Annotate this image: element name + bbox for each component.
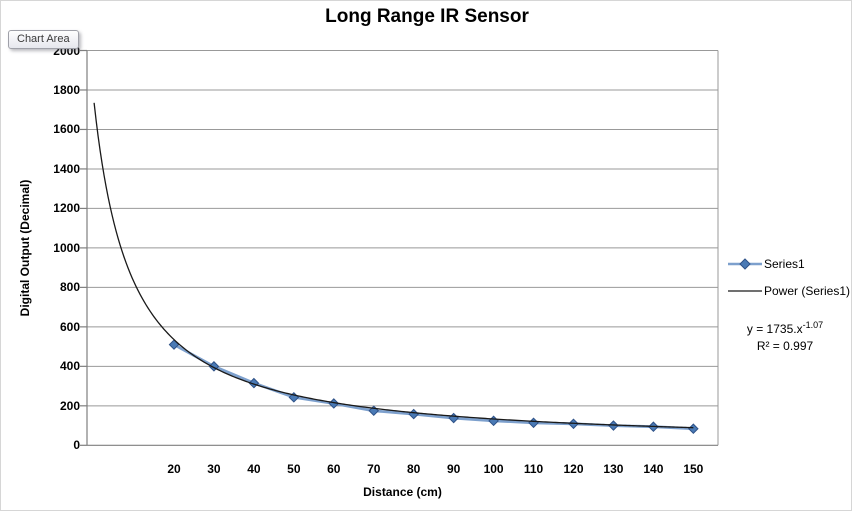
x-axis-title: Distance (cm): [363, 485, 442, 499]
x-tick-label: 30: [207, 462, 221, 476]
trendline-marker-icon: [728, 290, 762, 292]
power-trendline[interactable]: [93, 102, 694, 429]
series1-polyline[interactable]: [173, 343, 694, 431]
data-point[interactable]: [248, 377, 260, 389]
y-axis-title: Digital Output (Decimal): [18, 179, 32, 317]
x-tick-label: 80: [407, 462, 421, 476]
series1-marker-icon: [728, 258, 762, 270]
legend-label-power: Power (Series1): [764, 284, 851, 298]
legend: Series1 Power (Series1): [728, 256, 850, 310]
power-trendline-path[interactable]: [93, 102, 694, 429]
axes: [80, 49, 718, 446]
data-point[interactable]: [448, 412, 459, 424]
y-tick-label: 0: [73, 438, 80, 453]
x-tick-label: 140: [643, 462, 664, 476]
trendline-equation[interactable]: y = 1735.x-1.07 R² = 0.997: [725, 317, 845, 355]
gridlines: [87, 50, 719, 446]
data-point[interactable]: [488, 415, 499, 427]
y-tick-label: 200: [59, 398, 80, 413]
y-tick-label: 800: [59, 280, 80, 295]
data-point[interactable]: [528, 417, 539, 429]
chart-area-tooltip: Chart Area: [8, 30, 79, 49]
x-tick-label: 40: [247, 462, 261, 476]
x-tick-label: 150: [683, 462, 704, 476]
series1-line[interactable]: [173, 343, 694, 431]
y-tick-label: 1200: [53, 201, 80, 216]
y-tick-label: 1800: [53, 82, 80, 97]
x-tick-label: 120: [563, 462, 584, 476]
legend-label-series1: Series1: [764, 257, 805, 271]
x-tick-label: 110: [523, 462, 544, 476]
series1-markers[interactable]: [168, 339, 699, 435]
chart-title: Long Range IR Sensor: [325, 6, 529, 27]
y-tick-label: 600: [59, 319, 80, 334]
x-tick-label: 90: [446, 462, 461, 476]
r-squared-line: R² = 0.997: [756, 339, 814, 353]
equation-line: y = 1735.x-1.07: [746, 320, 824, 336]
data-point[interactable]: [408, 408, 420, 420]
y-tick-label: 400: [59, 359, 80, 374]
legend-item-series1[interactable]: Series1: [728, 256, 850, 272]
data-point[interactable]: [208, 361, 220, 372]
data-point[interactable]: [688, 423, 699, 435]
x-tick-label: 50: [287, 462, 301, 476]
y-tick-label: 1000: [53, 240, 80, 255]
legend-item-power[interactable]: Power (Series1): [728, 283, 850, 299]
x-tick-label: 70: [367, 462, 381, 476]
x-tick-label: 100: [483, 462, 504, 476]
tooltip-label: Chart Area: [17, 33, 70, 45]
x-tick-label: 130: [603, 462, 624, 476]
x-tick-label: 20: [167, 462, 181, 476]
y-tick-label: 1400: [53, 161, 80, 176]
y-tick-label: 1600: [53, 122, 80, 137]
x-tick-label: 60: [327, 462, 341, 476]
